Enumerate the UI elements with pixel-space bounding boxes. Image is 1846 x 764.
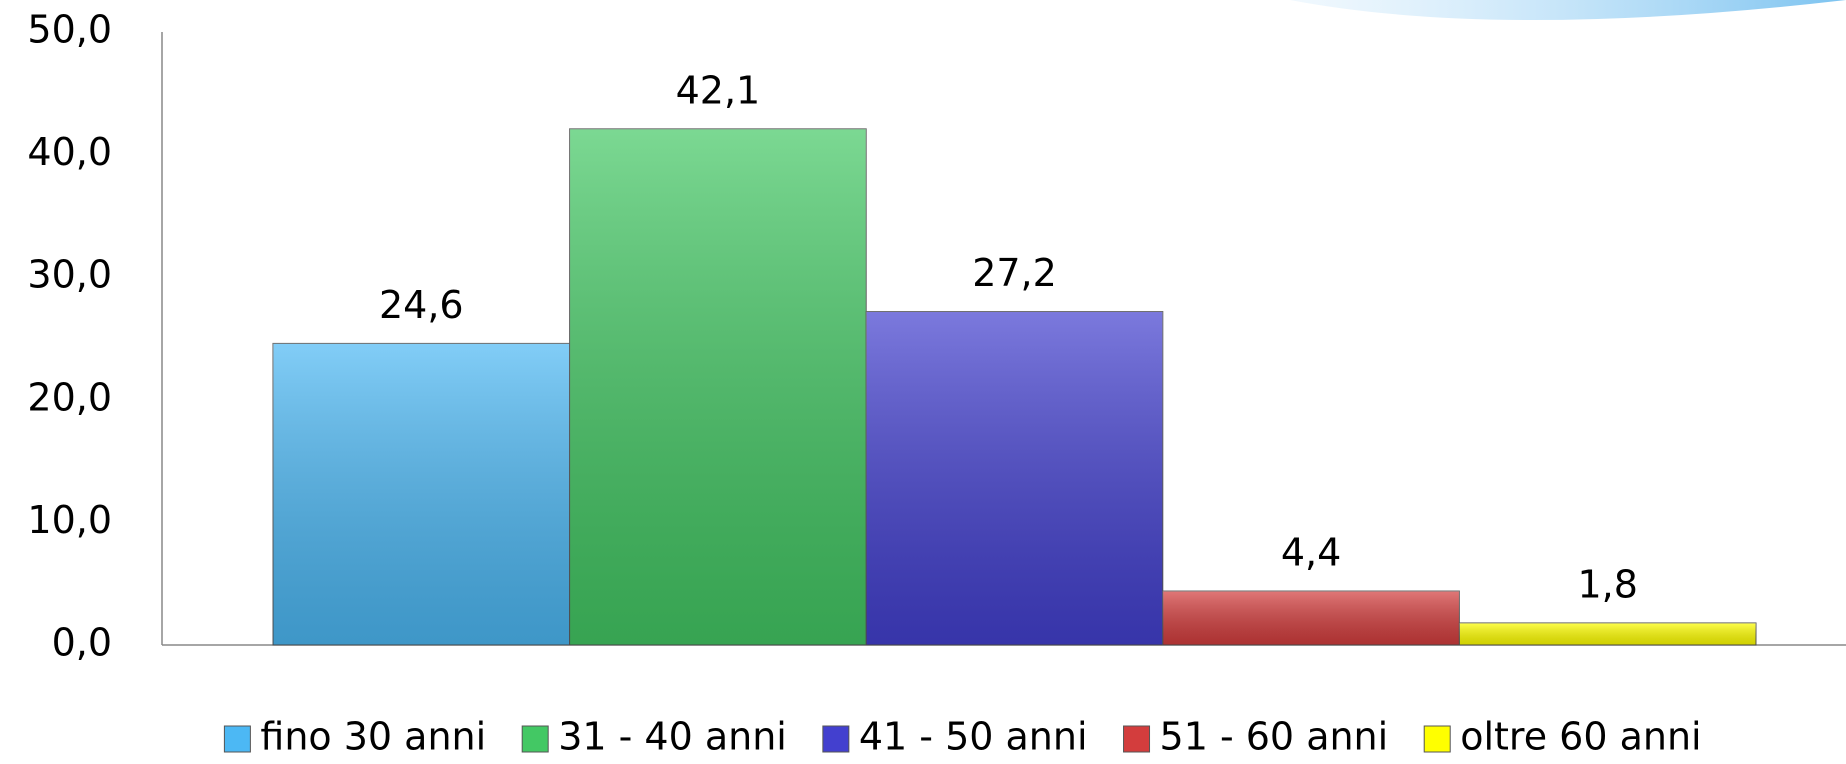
data-label: 4,4: [1281, 531, 1341, 575]
legend-label: fino 30 anni: [260, 715, 486, 759]
data-label: 1,8: [1577, 562, 1637, 606]
bar: [272, 342, 571, 646]
y-tick-label: 20,0: [27, 375, 112, 419]
y-tick-label: 40,0: [27, 130, 112, 174]
legend-swatch: [223, 725, 251, 753]
y-tick-label: 30,0: [27, 253, 112, 297]
legend-swatch: [1123, 725, 1151, 753]
data-label: 27,2: [972, 251, 1057, 295]
data-label: 42,1: [676, 68, 761, 112]
decoration: [1290, 0, 1846, 20]
legend-label: oltre 60 anni: [1460, 715, 1701, 759]
legend-swatch: [1423, 725, 1451, 753]
legend-label: 41 - 50 anni: [859, 715, 1088, 759]
legend-label: 31 - 40 anni: [558, 715, 787, 759]
bar: [1458, 622, 1757, 646]
bar: [865, 311, 1164, 646]
bar: [569, 128, 867, 646]
legend: fino 30 anni 31 - 40 anni 41 - 50 anni 51 -…: [223, 715, 1702, 759]
legend-label: 51 - 60 anni: [1160, 715, 1389, 759]
data-label: 24,6: [379, 283, 464, 327]
y-tick-label: 0,0: [52, 621, 112, 665]
y-tick-label: 50,0: [27, 8, 112, 52]
bar: [1162, 590, 1460, 646]
y-tick-label: 10,0: [27, 498, 112, 542]
legend-swatch: [521, 725, 549, 753]
legend-swatch: [822, 725, 850, 753]
